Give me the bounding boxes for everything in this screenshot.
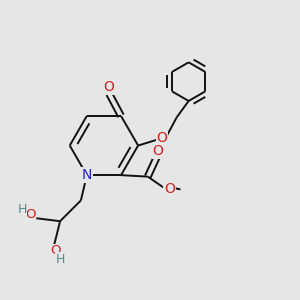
Text: O: O <box>104 80 115 94</box>
Text: O: O <box>50 244 61 257</box>
Text: O: O <box>153 144 164 158</box>
Text: O: O <box>157 131 168 145</box>
Text: O: O <box>164 182 175 197</box>
Text: O: O <box>25 208 36 221</box>
Text: H: H <box>17 203 27 216</box>
Text: N: N <box>82 168 92 182</box>
Text: H: H <box>56 253 65 266</box>
